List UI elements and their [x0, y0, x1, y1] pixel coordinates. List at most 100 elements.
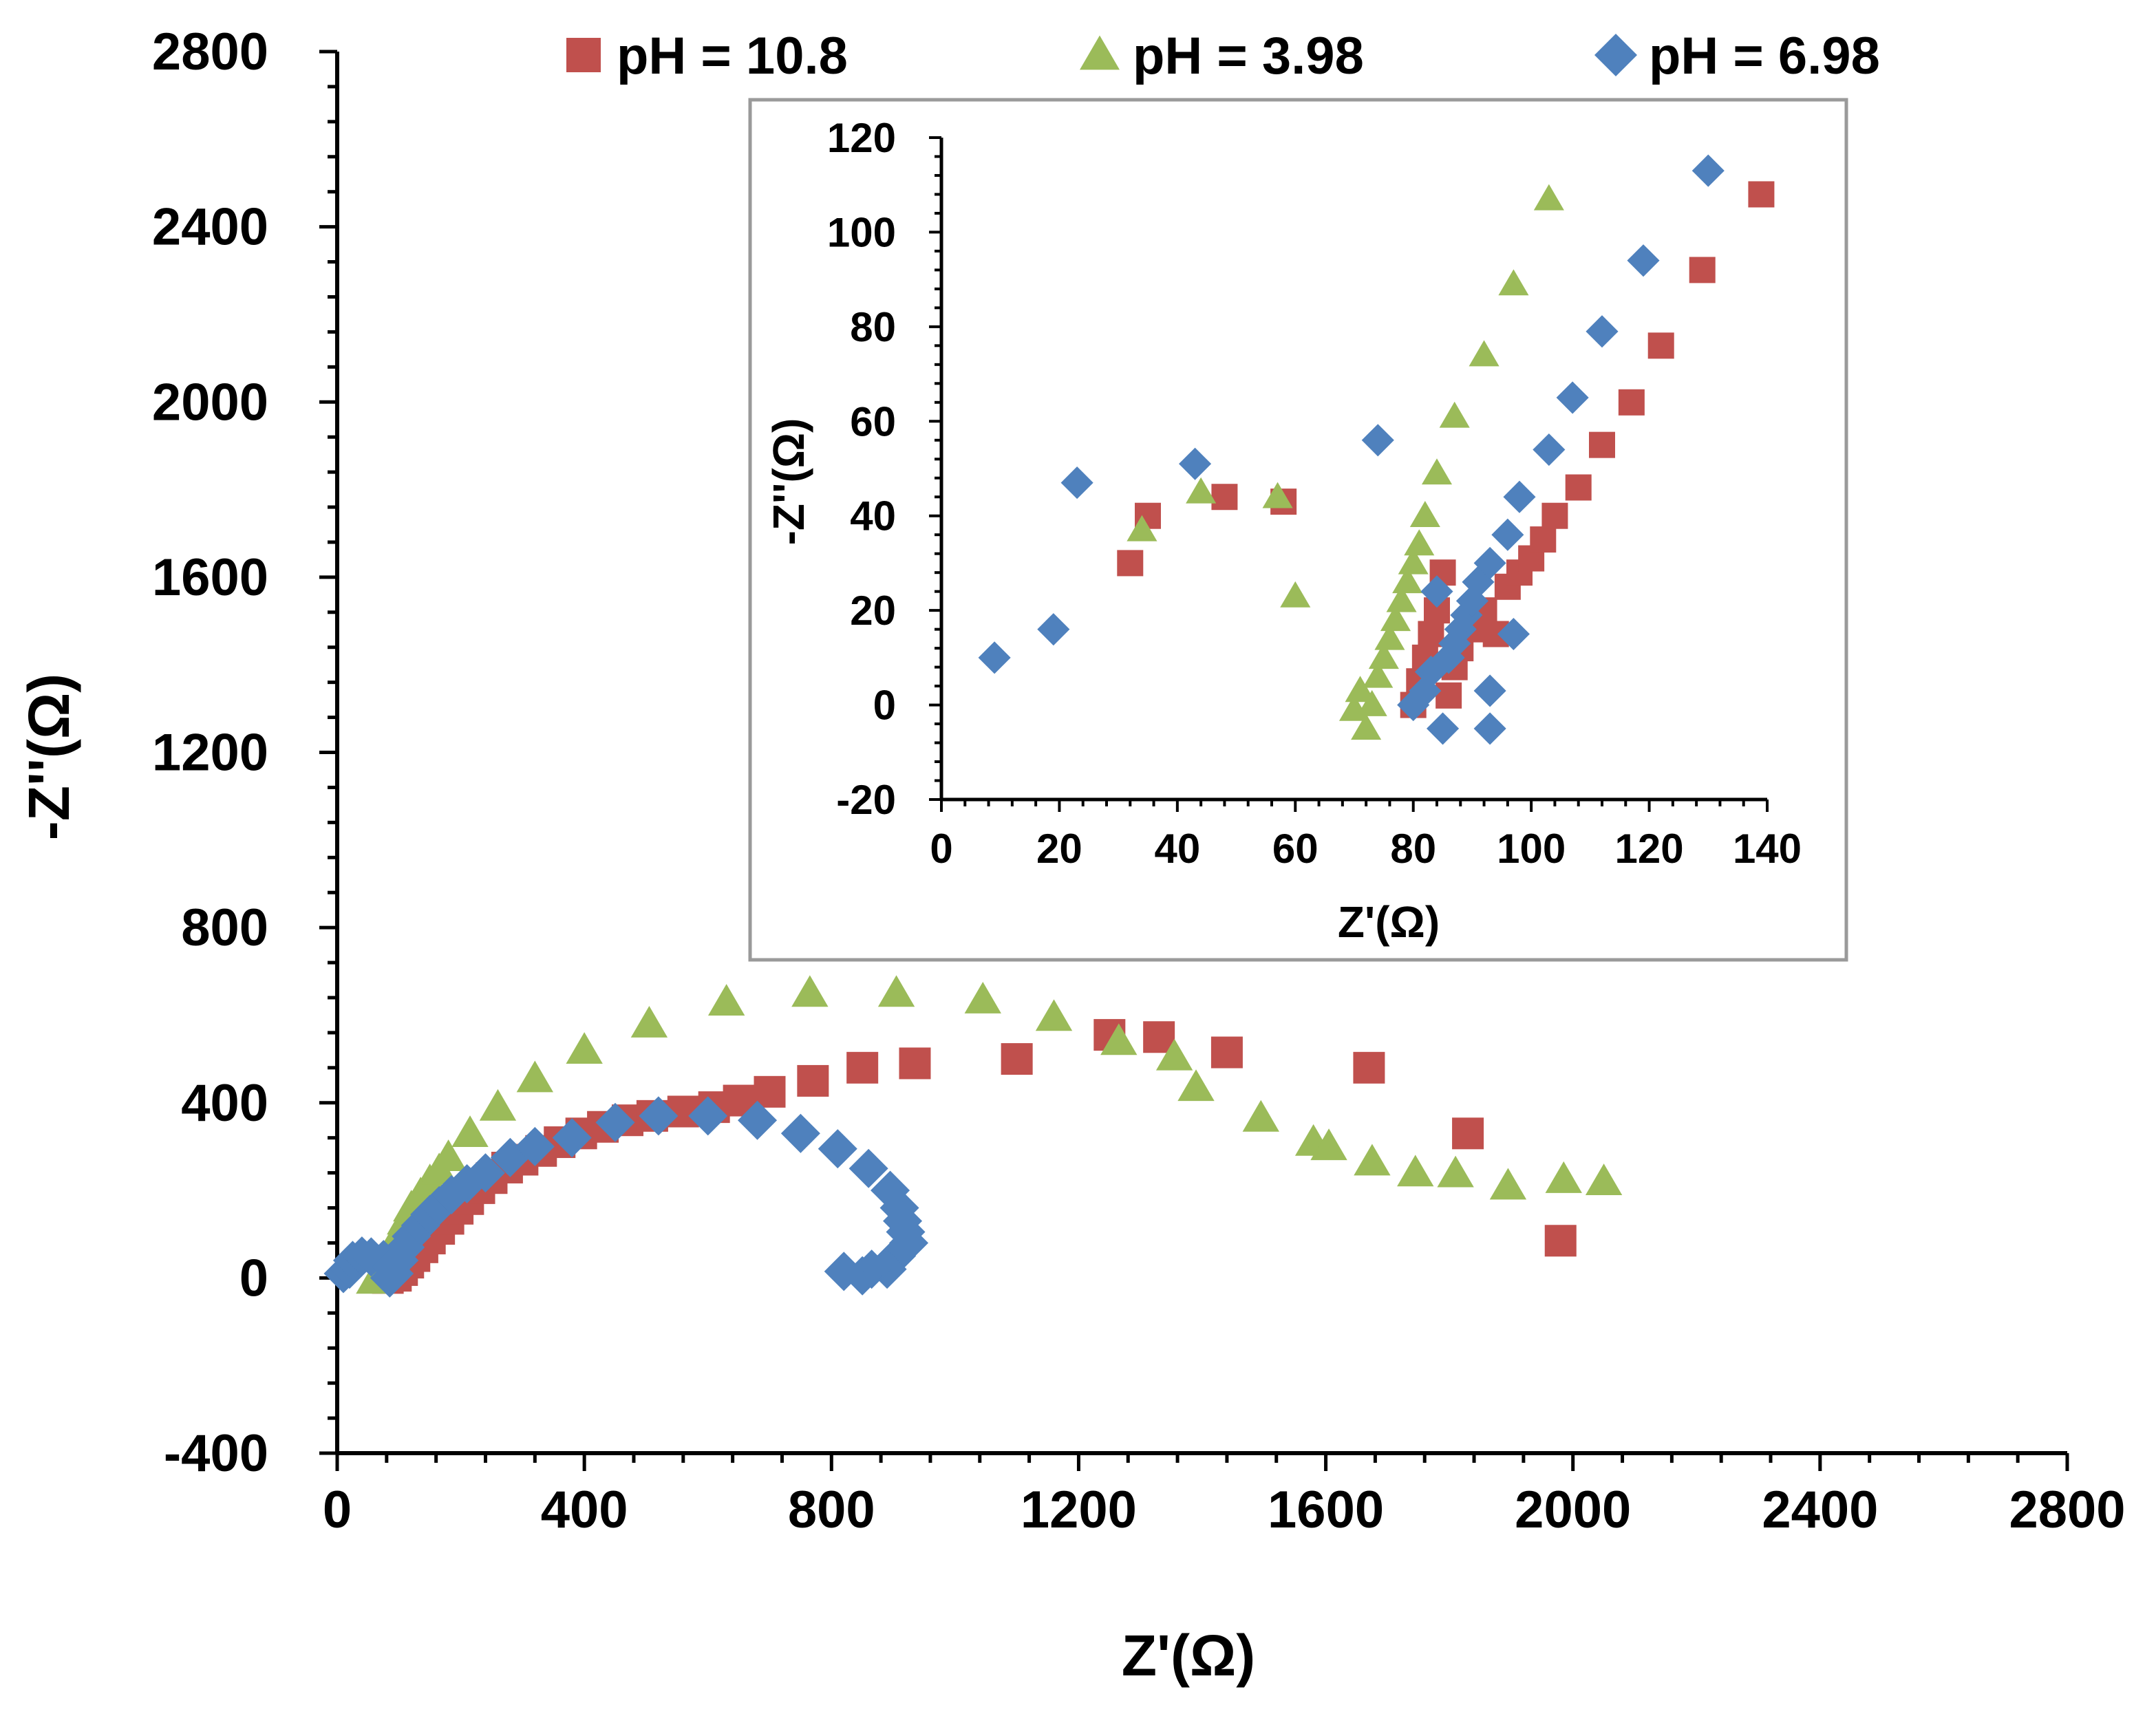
main-y-axis-title: -Z''(Ω): [17, 674, 81, 841]
inset-data-point-triangle: [1533, 184, 1564, 211]
main-y-tick-label: 1200: [152, 724, 268, 782]
main-data-point-square: [1452, 1117, 1484, 1150]
inset-x-tick-label: 0: [930, 826, 952, 872]
inset-series-1: [1127, 184, 1564, 740]
main-data-point-square: [1210, 1036, 1243, 1069]
main-data-point-diamond: [738, 1100, 778, 1140]
inset-data-point-square: [1435, 682, 1462, 709]
main-y-tick-label: 1600: [152, 548, 268, 607]
main-data-point-triangle: [630, 1005, 668, 1038]
main-data-point-triangle: [1242, 1100, 1279, 1132]
main-data-point-triangle: [1545, 1161, 1582, 1193]
inset-data-point-triangle: [1404, 529, 1435, 556]
inset-data-point-diamond: [1427, 712, 1460, 745]
inset-data-point-diamond: [1503, 480, 1536, 513]
inset-axes: -20 0 20 40 60 80 100 120 0 20 40 60 80 100 120 140 Z'(Ω…: [764, 115, 1802, 947]
inset-data-point-diamond: [1450, 599, 1483, 632]
inset-x-tick-label: 120: [1615, 826, 1684, 872]
main-series-2: [323, 1096, 929, 1298]
inset-x-tick-label: 100: [1497, 826, 1566, 872]
inset-data-point-diamond: [1409, 674, 1442, 707]
main-y-tick-label: 2400: [152, 198, 268, 257]
main-data-point-triangle: [1177, 1069, 1215, 1102]
inset-data-point-diamond: [1491, 518, 1524, 551]
inset-y-tick-label: 0: [873, 683, 896, 729]
main-x-tick-label: 2000: [1515, 1481, 1631, 1539]
main-data-point-diamond: [515, 1126, 555, 1166]
main-data-point-diamond: [639, 1096, 679, 1136]
main-plot-area: [323, 975, 1623, 1298]
main-data-point-triangle: [1489, 1168, 1527, 1200]
main-x-tick-label: 1600: [1268, 1481, 1384, 1539]
inset-data-point-diamond: [978, 641, 1011, 674]
inset-data-point-diamond: [1462, 566, 1495, 599]
inset-data-point-triangle: [1363, 661, 1394, 688]
inset-y-tick-label: 80: [850, 304, 896, 350]
main-y-tick-label: 2000: [152, 373, 268, 431]
main-x-axis-title: Z'(Ω): [1122, 1623, 1256, 1688]
inset-data-point-diamond: [1060, 466, 1093, 500]
legend-label: pH = 3.98: [1133, 27, 1364, 85]
main-data-point-triangle: [1437, 1155, 1474, 1188]
main-data-point-triangle: [516, 1060, 553, 1093]
main-data-point-triangle: [791, 975, 829, 1007]
main-data-point-triangle: [1100, 1023, 1138, 1055]
main-data-point-square: [1544, 1225, 1577, 1257]
inset-data-point-triangle: [1345, 676, 1376, 702]
main-data-point-diamond: [780, 1113, 820, 1153]
inset-y-tick-label: 40: [850, 493, 896, 539]
inset-data-point-triangle: [1127, 515, 1157, 541]
main-x-tick-label: 800: [788, 1481, 875, 1539]
inset-data-point-square: [1211, 484, 1238, 511]
inset-data-point-triangle: [1374, 623, 1405, 650]
main-data-point-triangle: [566, 1032, 603, 1064]
inset-series-2: [978, 154, 1725, 745]
inset-data-point-triangle: [1280, 581, 1311, 608]
inset-data-point-diamond: [1037, 613, 1070, 646]
inset-data-point-triangle: [1356, 689, 1387, 716]
main-y-tick-label: 800: [181, 899, 268, 957]
inset-data-point-triangle: [1380, 605, 1411, 632]
inset-x-tick-label: 140: [1733, 826, 1802, 872]
main-y-tick-label: 0: [239, 1249, 268, 1307]
inset-data-point-square: [1530, 526, 1557, 553]
legend-item: pH = 6.98: [1594, 27, 1880, 85]
main-data-point-triangle: [1155, 1038, 1193, 1071]
inset-data-point-diamond: [1586, 315, 1619, 348]
legend-marker-diamond: [1594, 34, 1637, 76]
main-data-point-diamond: [688, 1096, 728, 1136]
main-data-point-triangle: [451, 1115, 489, 1147]
main-data-point-diamond: [552, 1118, 592, 1158]
legend-marker-square: [566, 38, 601, 72]
inset-data-point-triangle: [1262, 482, 1293, 508]
main-data-point-square: [846, 1051, 879, 1084]
legend-label: pH = 10.8: [617, 27, 848, 85]
inset-data-point-diamond: [1497, 617, 1530, 651]
inset-y-tick-label: 60: [850, 398, 896, 444]
inset-frame: [748, 98, 1848, 962]
main-data-point-triangle: [1397, 1155, 1434, 1187]
inset-data-point-triangle: [1439, 401, 1470, 428]
inset-data-point-square: [1565, 474, 1592, 501]
inset-data-point-diamond: [1473, 674, 1506, 707]
inset-x-tick-label: 60: [1272, 826, 1319, 872]
inset-y-tick-label: 20: [850, 588, 896, 634]
inset-data-point-square: [1689, 257, 1716, 283]
inset-data-point-triangle: [1498, 269, 1529, 296]
main-data-point-diamond: [848, 1148, 888, 1188]
inset-data-point-triangle: [1351, 714, 1382, 740]
inset-data-point-square: [1117, 550, 1144, 577]
inset-data-point-triangle: [1392, 567, 1423, 594]
inset-data-point-square: [1541, 502, 1568, 529]
inset-data-point-diamond: [1455, 584, 1488, 617]
main-data-point-diamond: [818, 1129, 857, 1169]
main-data-point-square: [1001, 1043, 1033, 1075]
main-data-point-diamond: [465, 1153, 506, 1193]
main-data-point-diamond: [824, 1252, 864, 1291]
main-y-tick-label: -400: [164, 1424, 268, 1483]
legend-item: pH = 10.8: [566, 27, 848, 85]
inset-data-point-diamond: [1361, 424, 1394, 457]
inset-x-tick-label: 80: [1390, 826, 1436, 872]
inset-data-point-triangle: [1368, 643, 1399, 669]
